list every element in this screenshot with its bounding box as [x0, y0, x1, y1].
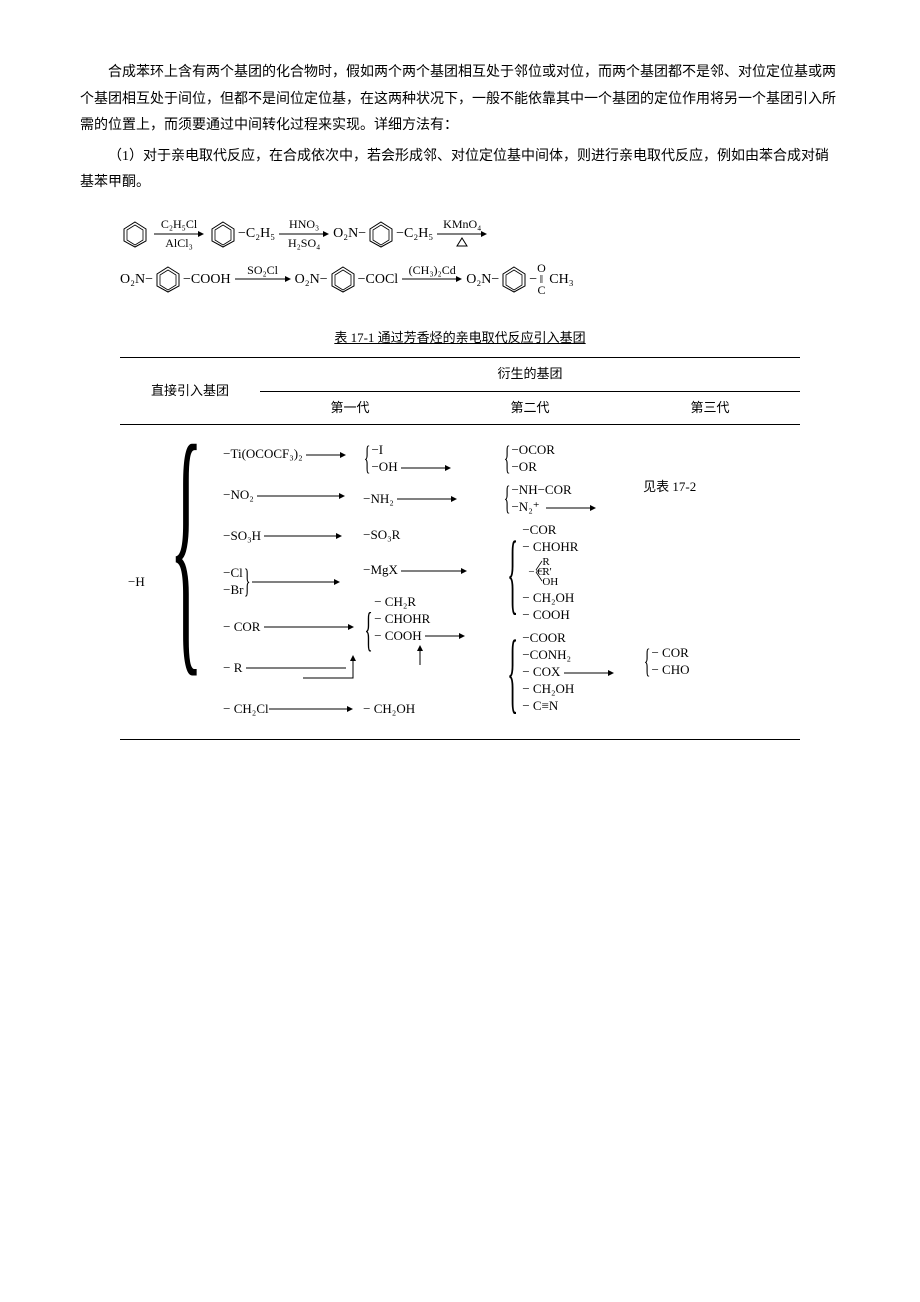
arrow5-bottom [431, 281, 434, 295]
nitro-right: −C₂H₅ [396, 217, 433, 251]
c2-r7: − CH₂OH [363, 694, 503, 725]
c2-r3: −SO₃R [363, 520, 503, 551]
prod5-link: − [529, 263, 537, 297]
reaction-arrow-5: (CH₃)₂Cd [402, 263, 462, 296]
arrow1-bottom: AlCl₃ [165, 236, 193, 250]
c2-r1: { −I −OH [363, 439, 503, 479]
root-label: −H [128, 439, 149, 724]
c4-r2: 见表 17-2 [643, 472, 763, 503]
c1-r5: − COR [223, 612, 363, 643]
table-17-1: 表 17-1 通过芳香烃的亲电取代反应引入基团 直接引入基团 衍生的基团 第一代… [120, 326, 800, 740]
c1-r4: −Cl −Br } [223, 562, 363, 602]
c2-r4: −MgX [363, 555, 503, 586]
c2-r2: −NH₂ [363, 484, 503, 515]
c1-r2: −NO₂ [223, 480, 363, 511]
prod4-right: −COCl [358, 263, 399, 297]
c4-r5-brace-icon: { [644, 650, 651, 674]
benzene-icon [120, 217, 150, 251]
c3-r1: { −OCOR −OR [503, 439, 643, 479]
prod5-right: CH₃ [546, 263, 574, 297]
nitrobenzoic-icon [153, 263, 183, 297]
prod3-right: −COOH [183, 263, 231, 297]
header-gen3: 第三代 [620, 392, 800, 425]
c1-r3: −SO₃H [223, 521, 363, 552]
reaction-line-2: O₂N− −COOH SO₂Cl O₂N− −COCl (CH₃)₂Cd [120, 263, 840, 297]
carbonyl-group: O ‖ C [537, 263, 546, 295]
nitrobenzoyl-icon [328, 263, 358, 297]
c3-r1-brace-icon: { [504, 447, 511, 471]
c3-r2-brace-icon: { [504, 487, 511, 511]
nitro-left: O₂N− [333, 217, 366, 251]
prod5-left: O₂N− [466, 263, 499, 297]
c3-r4-brace-icon: { [507, 542, 518, 605]
table-header: 直接引入基团 衍生的基团 第一代 第二代 第三代 [120, 357, 800, 425]
header-gen1: 第一代 [260, 392, 440, 425]
reaction-arrow-1: C₂H₅Cl AlCl₃ [154, 217, 204, 250]
header-right-title: 衍生的基团 [260, 358, 800, 392]
nitroacetophenone-icon [499, 263, 529, 297]
c2-r5: { − CH₂R − CHOHR − COOH [363, 591, 503, 668]
link-arrow-icon [303, 653, 383, 683]
reaction-scheme: C₂H₅Cl AlCl₃ −C₂H₅ HNO₃ H₂SO₄ O₂N− −C₂H₅ [120, 217, 840, 296]
diagram-col4: 见表 17-2 { − COR − CHO [643, 439, 763, 724]
carbonyl-c: C [537, 285, 545, 296]
arrow2-bottom: H₂SO₄ [288, 236, 320, 250]
ethylbenzene-icon [208, 217, 238, 251]
reaction-line-1: C₂H₅Cl AlCl₃ −C₂H₅ HNO₃ H₂SO₄ O₂N− −C₂H₅ [120, 217, 840, 251]
c2-r5-brace-icon: { [365, 613, 373, 647]
c3-r4: { −COR − CHOHR − C R R' [503, 519, 643, 627]
reaction-arrow-4: SO₂Cl [235, 263, 291, 296]
c3-r5-brace-icon: { [507, 641, 518, 704]
reaction-arrow-3: KMnO₄ [437, 217, 487, 250]
reaction-arrow-2: HNO₃ H₂SO₄ [279, 217, 329, 250]
nitroethylbenzene-icon [366, 217, 396, 251]
diagram-col2: { −I −OH −NH₂ −SO₃R −MgX { − CH₂R − CHOH… [363, 439, 503, 724]
paragraph-1: 合成苯环上含有两个基团的化合物时，假如两个两个基团相互处于邻位或对位，而两个基团… [80, 60, 840, 140]
diagram-area: −H { −Ti(OCOCF₃)₂ −NO₂ −SO₃H −Cl −Br } −… [120, 425, 800, 739]
c1-r7: − CH₂Cl [223, 694, 363, 725]
prod4-left: O₂N− [295, 263, 328, 297]
up-arrow-icon [415, 645, 425, 665]
diagram-col3: { −OCOR −OR { −NH−COR −N₂⁺ { −COR − CHOH… [503, 439, 643, 724]
c1-r1: −Ti(OCOCF₃)₂ [223, 439, 363, 470]
c2-r6 [363, 673, 503, 689]
ethylbenzene-sub: −C₂H₅ [238, 217, 275, 251]
arrow4-bottom [261, 281, 264, 295]
c4-r5: { − COR − CHO [643, 642, 763, 682]
root-brace-icon: { [169, 439, 203, 724]
tertiary-carbon-icon: − C R R' OH [522, 556, 558, 586]
c3-r2: { −NH−COR −N₂⁺ [503, 479, 643, 519]
table-title: 表 17-1 通过芳香烃的亲电取代反应引入基团 [120, 326, 800, 351]
c3-r5: { −COOR −CONH₂ − COX − CH₂OH − C≡N [503, 627, 643, 717]
header-gen2: 第二代 [440, 392, 620, 425]
paragraph-2: （1）对于亲电取代反应，在合成依次中，若会形成邻、对位定位基中间体，则进行亲电取… [80, 144, 840, 197]
c2-r1-brace-icon: { [364, 447, 371, 471]
cl-br-brace-icon: } [244, 570, 251, 594]
arrow3-bottom-triangle-icon [456, 236, 468, 250]
prod3-left: O₂N− [120, 263, 153, 297]
